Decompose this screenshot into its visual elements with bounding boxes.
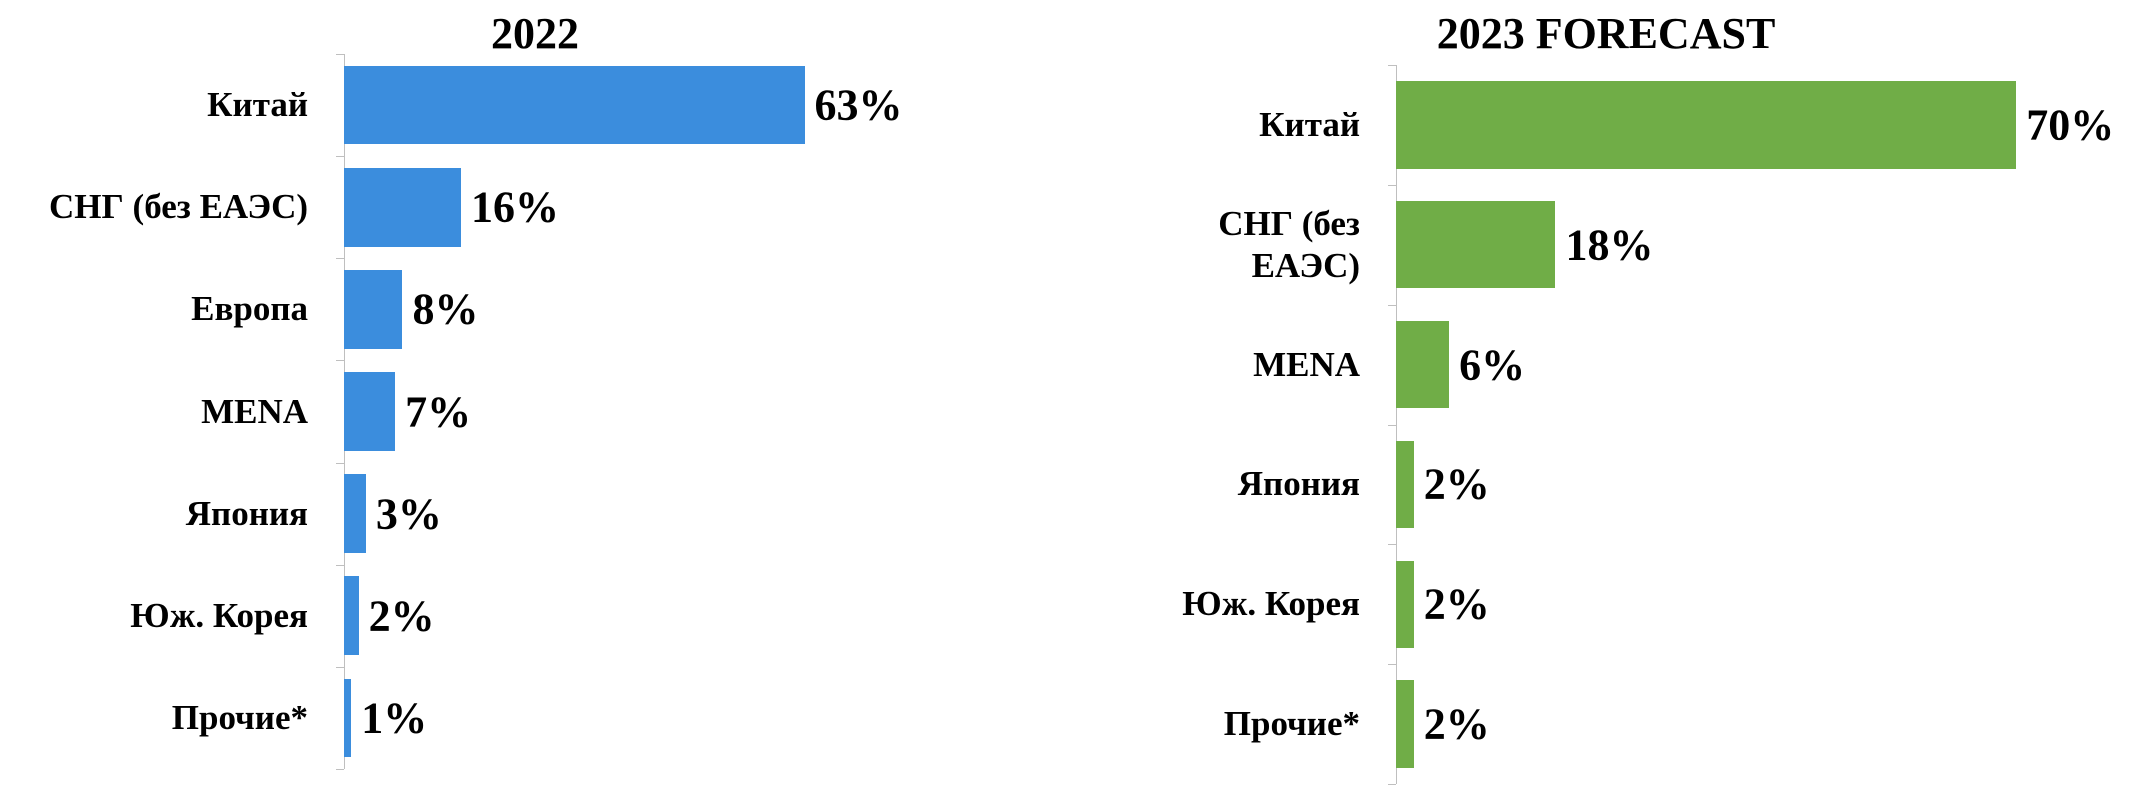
axis-tick: [336, 258, 344, 260]
value-label: 16%: [470, 182, 559, 232]
category-label: MENA: [1253, 344, 1360, 384]
axis-tick: [1388, 544, 1396, 546]
axis-tick: [336, 54, 344, 55]
value-label: 7%: [405, 387, 472, 436]
axis-tick: [336, 156, 344, 158]
category-label: Япония: [1237, 464, 1360, 504]
value-label: 8%: [412, 284, 479, 334]
category-label: MENA: [201, 391, 308, 431]
bar: [1396, 680, 1414, 768]
value-label: 2%: [1423, 579, 1490, 629]
value-label: 2%: [368, 591, 435, 641]
chart-title: 2022: [491, 9, 579, 58]
value-label: 63%: [814, 80, 903, 130]
bar: [1396, 320, 1450, 409]
axis-tick: [1388, 184, 1396, 186]
axis-tick: [336, 564, 344, 566]
value-label: 3%: [375, 489, 442, 539]
axis-tick: [336, 769, 344, 770]
axis-tick: [1388, 65, 1396, 66]
axis-tick: [1388, 424, 1396, 426]
axis-tick: [1388, 784, 1396, 785]
bar: [1396, 440, 1414, 529]
category-label: Прочие*: [1223, 704, 1360, 744]
bar: [1396, 81, 2017, 169]
category-label: СНГ (без ЕАЭС): [1218, 203, 1360, 285]
value-label: 2%: [1423, 459, 1490, 509]
value-label: 6%: [1459, 340, 1526, 390]
bar: [1396, 560, 1414, 648]
category-label: Европа: [191, 289, 308, 329]
category-label: СНГ (без ЕАЭС): [49, 187, 308, 227]
bar: [344, 678, 352, 758]
axis-line: [1396, 65, 1397, 784]
category-label: Прочие*: [171, 697, 308, 737]
bar: [344, 474, 366, 553]
axis-tick: [336, 666, 344, 668]
value-label: 1%: [361, 693, 428, 743]
category-label: Китай: [1259, 104, 1360, 144]
value-label: 70%: [2026, 100, 2115, 150]
axis-tick: [1388, 304, 1396, 306]
bar: [344, 167, 461, 247]
category-label: Китай: [207, 85, 308, 125]
chart-title: 2023 FORECAST: [1436, 9, 1776, 58]
bar: [344, 372, 396, 451]
axis-tick: [1388, 664, 1396, 666]
value-label: 2%: [1423, 699, 1490, 749]
bar: [344, 270, 403, 349]
bar: [344, 65, 805, 145]
axis-tick: [336, 462, 344, 464]
value-label: 18%: [1565, 220, 1654, 270]
bar: [1396, 201, 1556, 289]
axis-tick: [336, 360, 344, 362]
bar: [344, 576, 359, 656]
category-label: Юж. Корея: [1182, 584, 1360, 624]
category-label: Япония: [185, 493, 308, 533]
category-label: Юж. Корея: [130, 595, 308, 635]
